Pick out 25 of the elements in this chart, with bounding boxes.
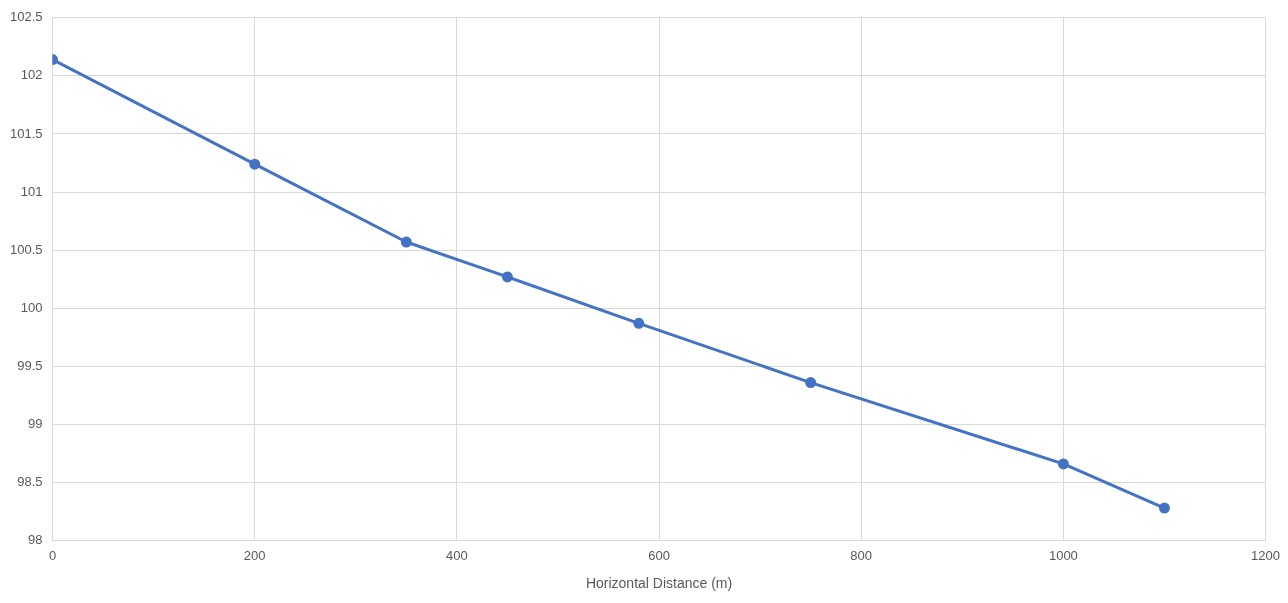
y-tick-label: 98 [28,532,43,548]
x-tick-label: 800 [850,547,873,563]
y-tick-label: 102.5 [9,9,43,25]
y-tick-label: 101 [20,183,43,199]
y-tick-label: 99.5 [17,357,43,373]
y-tick-label: 101.5 [9,125,43,141]
x-axis-title: Horizontal Distance (m) [585,575,733,592]
x-tick-label: 1000 [1048,547,1078,563]
y-tick-label: 99 [28,416,43,431]
y-tick-label: 100 [20,299,43,315]
point [1057,458,1069,470]
x-tick-label: 400 [446,547,468,563]
point [249,158,261,170]
x-tick-label: 600 [648,547,670,563]
y-tick-label: 100.5 [9,241,43,257]
point [501,271,513,283]
point [805,377,817,389]
x-tick-label: 200 [243,547,266,563]
point [633,317,645,329]
point [1158,502,1170,514]
y-tick-label: 98.5 [17,474,43,490]
y-tick-label: 102 [20,67,43,83]
point [400,236,412,248]
x-tick-label: 0 [48,547,57,563]
x-tick-label: 1200 [1251,547,1280,563]
